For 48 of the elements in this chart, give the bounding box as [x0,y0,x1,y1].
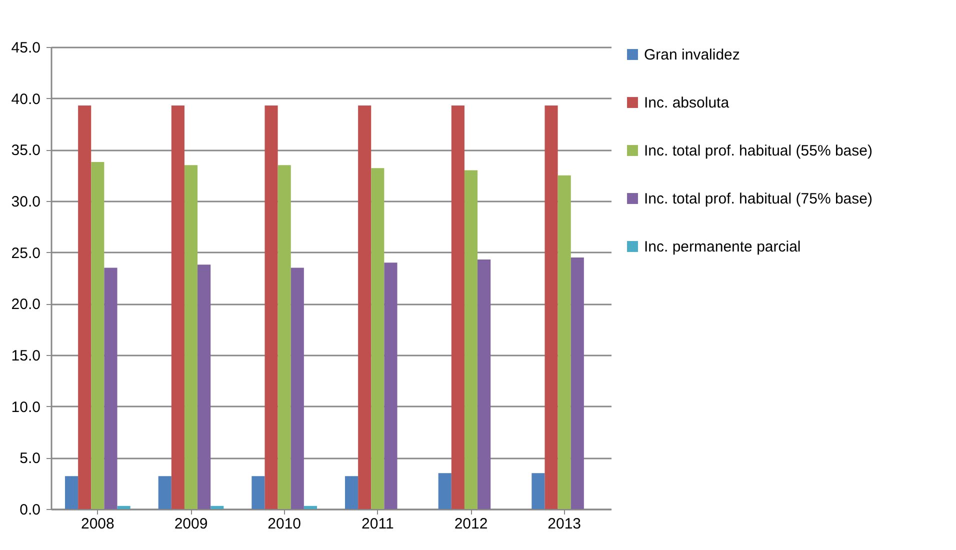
y-tick-label: 45.0 [11,40,40,56]
x-tick-label: 2011 [362,516,394,532]
bar [158,476,172,509]
x-tick-label: 2009 [174,516,208,532]
bar [304,506,317,509]
bar [358,106,372,509]
y-tick-label: 0.0 [20,502,40,518]
bar [384,262,398,509]
y-tick-label: 20.0 [11,296,40,314]
bar [532,473,545,509]
bar [570,257,584,509]
bar [264,106,278,509]
y-tick-label: 25.0 [11,244,40,262]
bar [438,473,452,509]
bar [210,506,224,509]
x-tick-label: 2013 [548,516,582,532]
y-tick-label: 30.0 [11,194,40,210]
legend-label: Inc. total prof. habitual (75% base) [644,190,872,208]
bar [104,268,118,509]
legend-label: Inc. absoluta [644,94,730,112]
bar [198,264,211,509]
bar [171,106,184,509]
y-tick-label: 35.0 [11,142,40,160]
bar [290,268,304,509]
bar [345,476,358,509]
bar [451,106,464,509]
bar [78,106,92,509]
bar [278,165,291,509]
bar [252,476,265,509]
y-tick-label: 15.0 [11,348,40,364]
bar [544,106,558,509]
x-tick-label: 2008 [80,516,114,532]
x-tick-label: 2010 [268,516,302,532]
y-tick-label: 5.0 [20,450,40,468]
bar [91,162,104,509]
legend-label: Gran invalidez [644,46,740,64]
bar [371,168,384,509]
legend-label: Inc. total prof. habitual (55% base) [644,142,872,160]
bar [65,476,78,509]
bar [464,170,478,509]
y-tick-label: 40.0 [11,90,40,108]
bar [558,175,571,509]
bar [117,506,130,509]
y-tick-label: 10.0 [11,398,40,416]
legend-label: Inc. permanente parcial [644,238,801,256]
bar [184,165,198,509]
bar [478,260,491,509]
x-tick-label: 2012 [454,516,488,532]
